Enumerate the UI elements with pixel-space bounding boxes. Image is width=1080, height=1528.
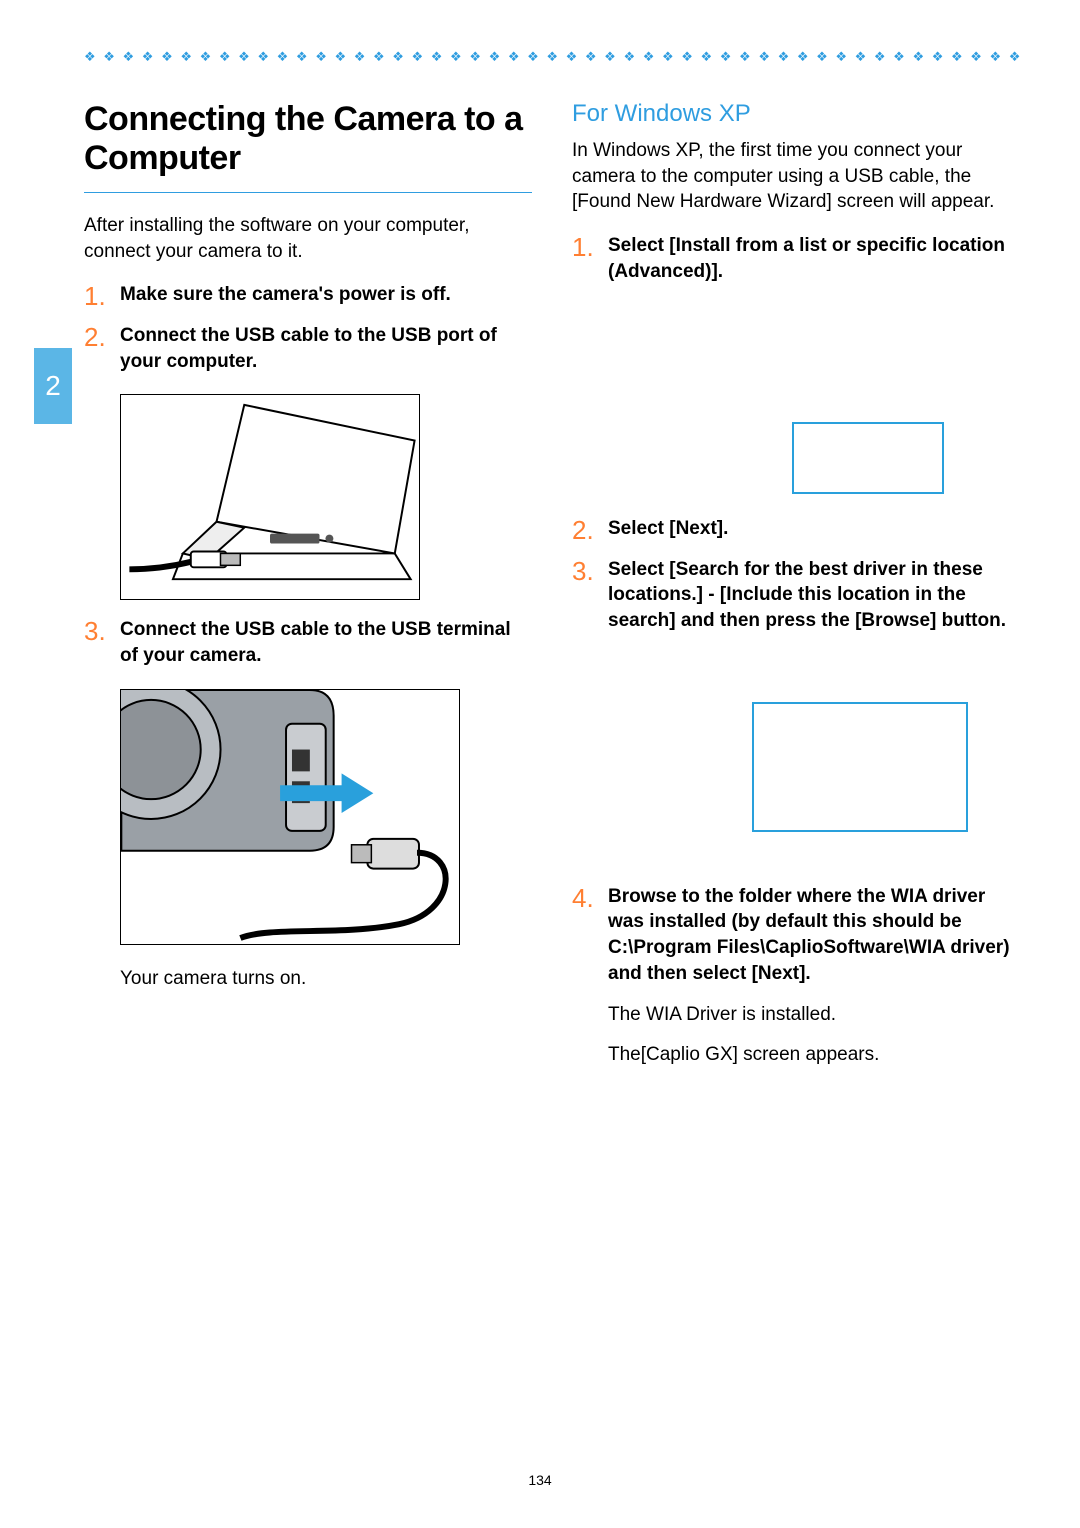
laptop-usb-icon: [120, 394, 420, 600]
step-item: 1. Make sure the camera's power is off.: [84, 282, 532, 311]
step-item: 4. Browse to the folder where the WIA dr…: [572, 884, 1020, 987]
illustration-laptop-usb: [120, 394, 532, 605]
step-number: 1.: [84, 282, 110, 311]
subsection-intro: In Windows XP, the first time you connec…: [572, 138, 1020, 215]
step-number: 4.: [572, 884, 598, 987]
step-number: 3.: [572, 557, 598, 634]
step-item: 1. Select [Install from a list or specif…: [572, 233, 1020, 284]
chapter-tab: 2: [34, 348, 72, 424]
step-text: Select [Install from a list or specific …: [608, 233, 1020, 284]
screenshot-placeholder-1: [792, 422, 944, 494]
manual-page: ❖ ❖ ❖ ❖ ❖ ❖ ❖ ❖ ❖ ❖ ❖ ❖ ❖ ❖ ❖ ❖ ❖ ❖ ❖ ❖ …: [0, 0, 1080, 1528]
step-text: Connect the USB cable to the USB port of…: [120, 323, 532, 374]
illustration-camera-usb: [120, 689, 532, 950]
camera-usb-icon: [120, 689, 460, 945]
step-item: 2. Select [Next].: [572, 516, 1020, 545]
step-item: 3. Select [Search for the best driver in…: [572, 557, 1020, 634]
step-text: Select [Next].: [608, 516, 728, 545]
step-text: Browse to the folder where the WIA drive…: [608, 884, 1020, 987]
section-intro: After installing the software on your co…: [84, 213, 532, 264]
chapter-number: 2: [45, 370, 61, 402]
step-number: 2.: [572, 516, 598, 545]
step-note: The WIA Driver is installed.: [608, 1002, 1020, 1028]
step-item: 3. Connect the USB cable to the USB term…: [84, 617, 532, 668]
spacer: [572, 296, 1020, 406]
step-number: 2.: [84, 323, 110, 374]
decorative-border: ❖ ❖ ❖ ❖ ❖ ❖ ❖ ❖ ❖ ❖ ❖ ❖ ❖ ❖ ❖ ❖ ❖ ❖ ❖ ❖ …: [84, 48, 1020, 66]
step-number: 3.: [84, 617, 110, 668]
step-item: 2. Connect the USB cable to the USB port…: [84, 323, 532, 374]
left-column: Connecting the Camera to a Computer Afte…: [84, 100, 532, 1448]
page-number: 134: [0, 1472, 1080, 1488]
section-heading: Connecting the Camera to a Computer: [84, 100, 532, 193]
spacer: [572, 854, 1020, 884]
right-column: For Windows XP In Windows XP, the first …: [572, 100, 1020, 1448]
step-text: Connect the USB cable to the USB termina…: [120, 617, 532, 668]
step-note: Your camera turns on.: [120, 966, 532, 992]
spacer: [572, 646, 1020, 686]
step-number: 1.: [572, 233, 598, 284]
step-note: The[Caplio GX] screen appears.: [608, 1042, 1020, 1068]
subsection-heading: For Windows XP: [572, 100, 1020, 128]
screenshot-placeholder-2: [752, 702, 968, 832]
content-area: Connecting the Camera to a Computer Afte…: [84, 100, 1020, 1448]
diamond-row-icon: ❖ ❖ ❖ ❖ ❖ ❖ ❖ ❖ ❖ ❖ ❖ ❖ ❖ ❖ ❖ ❖ ❖ ❖ ❖ ❖ …: [84, 49, 1020, 65]
step-text: Select [Search for the best driver in th…: [608, 557, 1020, 634]
step-text: Make sure the camera's power is off.: [120, 282, 451, 311]
